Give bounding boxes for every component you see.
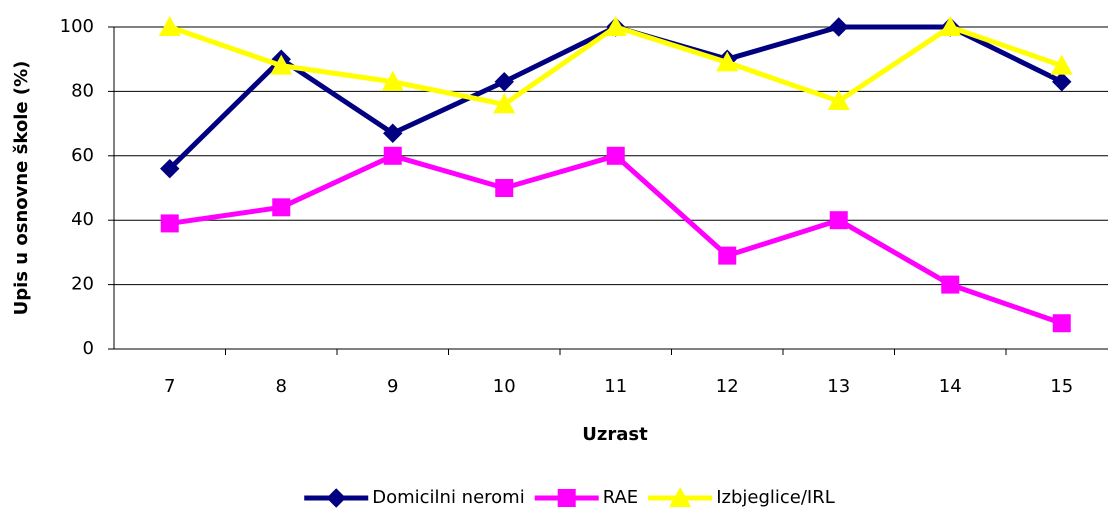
marker: [383, 123, 403, 143]
x-tick-label: 11: [604, 376, 627, 397]
y-tick-label: 40: [71, 209, 94, 230]
legend-marker: [669, 487, 692, 507]
marker: [829, 211, 848, 230]
x-tick-label: 14: [939, 376, 962, 397]
marker: [1050, 54, 1073, 75]
legend-label: Izbjeglice/IRL: [716, 487, 835, 508]
marker: [160, 214, 179, 233]
y-axis-label: Upis u osnovne škole (%): [11, 61, 32, 316]
marker: [716, 51, 739, 72]
y-tick-label: 20: [71, 274, 94, 295]
x-tick-label: 8: [276, 376, 287, 397]
marker: [941, 275, 960, 294]
marker: [494, 72, 514, 92]
marker: [827, 90, 850, 111]
marker: [829, 17, 849, 37]
marker: [604, 16, 627, 36]
x-tick-label: 13: [827, 376, 850, 397]
marker: [1052, 314, 1071, 333]
marker: [381, 70, 404, 91]
x-tick-label: 9: [387, 376, 398, 397]
marker: [606, 146, 625, 165]
marker: [495, 179, 514, 197]
series-line: [168, 24, 1063, 107]
marker: [383, 146, 402, 165]
legend-marker: [557, 489, 576, 507]
marker: [939, 16, 962, 36]
y-tick-label: 0: [83, 338, 94, 359]
marker: [158, 16, 181, 36]
marker: [272, 198, 291, 217]
x-tick-label: 12: [716, 376, 739, 397]
x-axis-label: Uzrast: [582, 424, 648, 445]
legend-label: Domicilni neromi: [372, 487, 524, 508]
legend-label: RAE: [603, 487, 638, 508]
x-tick-label: 7: [164, 376, 175, 397]
legend: Domicilni neromi RAE Izbjeglice/IRL: [304, 487, 835, 508]
marker: [160, 158, 180, 179]
x-tick-label: 15: [1050, 376, 1073, 397]
y-tick-label: 80: [71, 80, 94, 101]
marker: [493, 93, 516, 114]
legend-marker: [326, 488, 346, 508]
series-line: [169, 153, 1063, 326]
marker: [1052, 72, 1072, 92]
marker: [270, 54, 293, 75]
marker: [718, 246, 737, 265]
x-tick-label: 10: [493, 376, 516, 397]
y-tick-label: 60: [71, 145, 94, 166]
y-tick-label: 100: [60, 16, 94, 37]
